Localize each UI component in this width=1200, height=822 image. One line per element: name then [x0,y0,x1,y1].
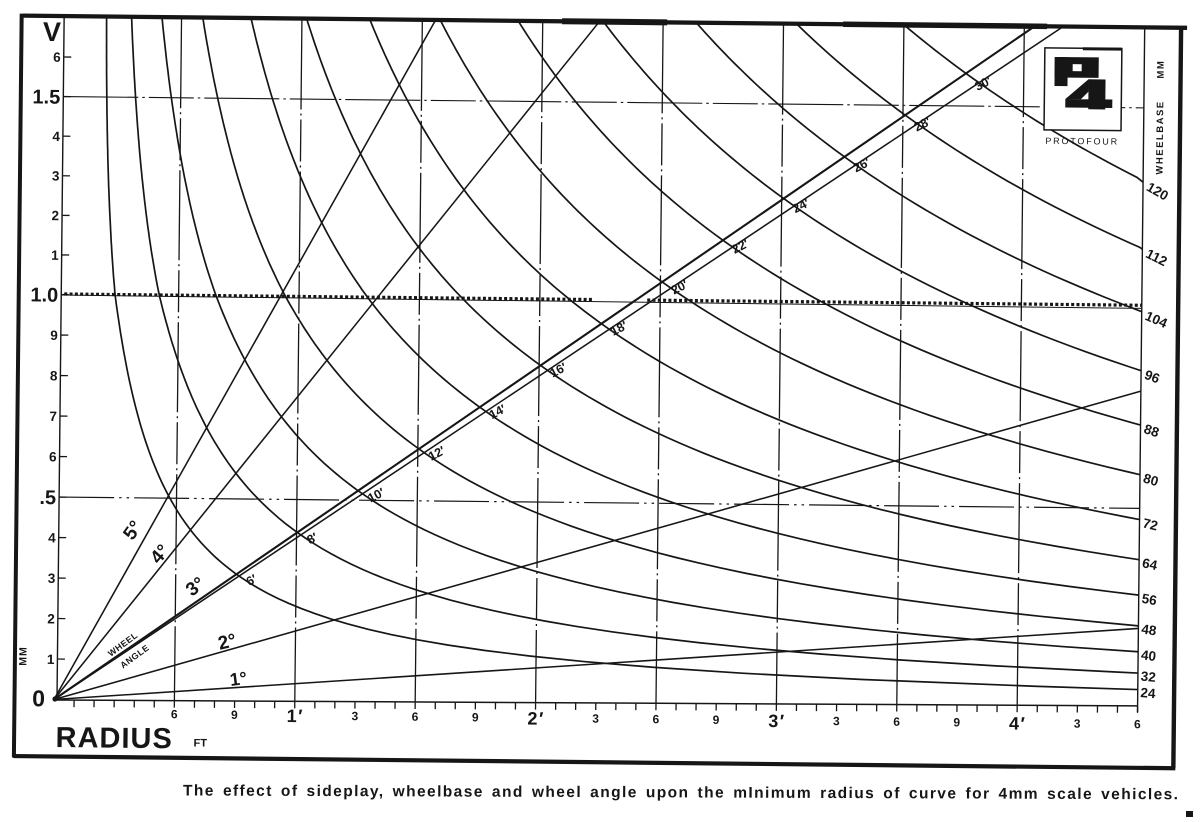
svg-text:3 ′: 3 ′ [768,711,784,731]
svg-text:64: 64 [1141,555,1159,573]
svg-text:88: 88 [1142,421,1161,440]
svg-text:6: 6 [652,712,659,726]
svg-text:56: 56 [1141,591,1159,608]
svg-text:3: 3 [1074,717,1081,731]
svg-text:9: 9 [713,713,720,727]
svg-text:8: 8 [50,368,58,383]
svg-text:18′: 18′ [608,319,629,339]
svg-text:1: 1 [47,652,55,667]
svg-text:6: 6 [412,710,419,724]
svg-text:V: V [43,17,61,47]
svg-text:20′: 20′ [669,277,690,297]
svg-text:6: 6 [893,715,900,729]
svg-text:9: 9 [231,708,238,722]
svg-text:1 ′: 1 ′ [287,706,303,726]
svg-text:6: 6 [53,50,61,65]
svg-text:12′: 12′ [426,444,447,464]
svg-text:1: 1 [51,248,59,263]
svg-text:2°: 2° [216,630,239,655]
svg-text:10′: 10′ [365,485,386,505]
svg-text:RADIUS: RADIUS [55,722,173,755]
svg-text:7: 7 [49,409,57,424]
svg-text:.5: .5 [39,487,56,509]
svg-text:4 ′: 4 ′ [1009,714,1025,734]
svg-text:3: 3 [52,169,60,184]
svg-text:3: 3 [351,709,358,723]
svg-text:6: 6 [171,707,178,721]
svg-text:MM: MM [1156,60,1167,79]
svg-text:28′: 28′ [912,114,933,134]
svg-text:2: 2 [51,208,59,223]
svg-text:MM: MM [17,646,29,666]
svg-text:80: 80 [1142,471,1161,490]
svg-text:6: 6 [49,449,57,464]
svg-text:30′: 30′ [972,74,993,94]
svg-text:WHEELBASE: WHEELBASE [1155,100,1167,174]
svg-text:2 ′: 2 ′ [527,708,543,728]
svg-text:PROTOFOUR: PROTOFOUR [1045,136,1119,147]
svg-text:24′: 24′ [790,196,811,216]
svg-text:14′: 14′ [487,402,508,422]
svg-text:48: 48 [1140,621,1157,638]
svg-text:1.5: 1.5 [32,86,60,108]
svg-text:16′: 16′ [548,360,569,380]
svg-text:The effect of sideplay, wheelb: The effect of sideplay, wheelbase and wh… [183,783,1179,804]
svg-text:3: 3 [592,712,599,726]
svg-text:2: 2 [47,611,55,626]
svg-text:1.0: 1.0 [30,284,58,306]
svg-text:3: 3 [833,714,840,728]
svg-text:4: 4 [52,129,60,144]
svg-text:FT: FT [193,737,207,749]
svg-text:22′: 22′ [730,236,751,256]
svg-text:3: 3 [48,571,56,586]
svg-text:9: 9 [953,715,960,729]
svg-text:6: 6 [1134,717,1141,731]
svg-text:96: 96 [1142,367,1162,387]
svg-text:0: 0 [32,685,45,711]
svg-text:4: 4 [48,530,56,545]
svg-text:26′: 26′ [851,155,872,175]
svg-text:40: 40 [1140,647,1157,664]
svg-text:1°: 1° [229,668,249,690]
svg-text:9: 9 [50,328,58,343]
svg-text:72: 72 [1141,515,1159,533]
svg-text:32: 32 [1140,669,1156,685]
svg-text:9: 9 [472,710,479,724]
svg-text:24: 24 [1140,685,1157,701]
